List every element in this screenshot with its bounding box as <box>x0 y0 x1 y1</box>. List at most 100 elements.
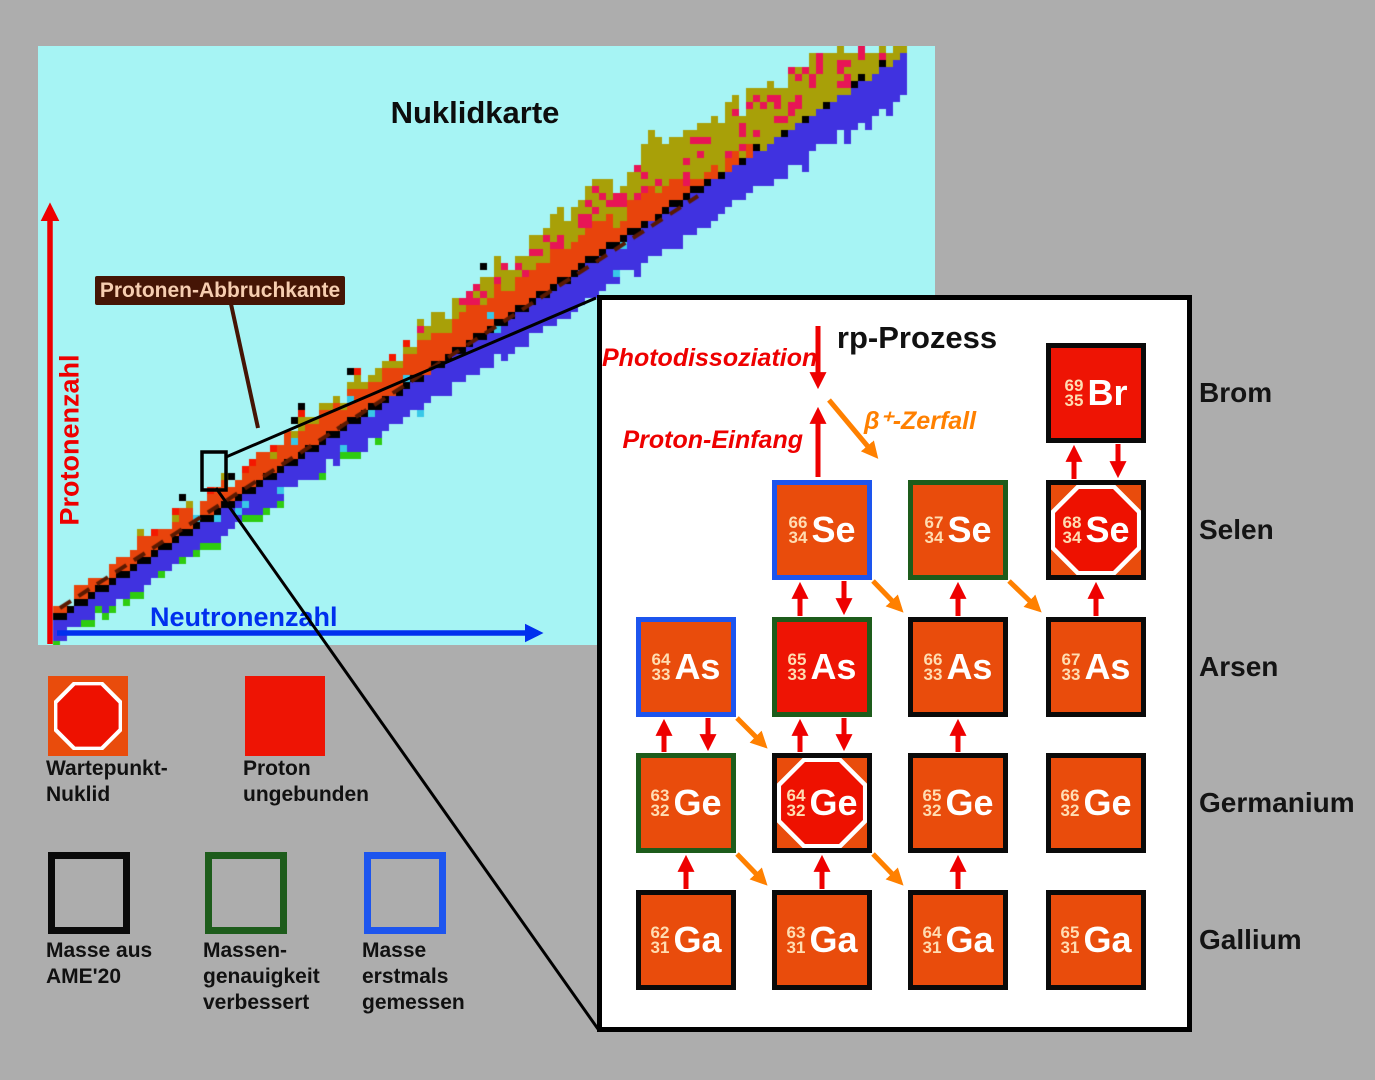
proton-capture-label: Proton-Einfang <box>622 426 803 454</box>
chart-title: Nuklidkarte <box>390 95 560 130</box>
atomic-number: 32 <box>786 801 806 820</box>
atomic-number: 32 <box>922 801 942 820</box>
nuclide-66se: 66 34 Se <box>772 480 872 580</box>
element-symbol: Se <box>811 509 856 550</box>
nuclide-64as: 64 33 As <box>636 617 736 717</box>
nuclide-numbers: 65 33 <box>787 650 807 684</box>
mass-number: 64 <box>651 650 671 669</box>
beta-decay-arrow <box>735 716 768 749</box>
atomic-number: 31 <box>786 938 806 957</box>
nuclide-64ga: 64 31 Ga <box>908 890 1008 990</box>
waiting-point-octagon <box>1051 485 1141 575</box>
mass-number: 64 <box>786 786 806 805</box>
waiting-point-legend-swatch <box>48 676 128 756</box>
mass-ame20-legend-label: Masse aus AME'20 <box>46 939 153 988</box>
nuclide-67as: 67 33 As <box>1046 617 1146 717</box>
nuclide-64ge: 64 32 Ge <box>772 753 872 853</box>
beta-decay-legend-arrow <box>827 398 879 459</box>
nuclide-68se: 68 34 Se <box>1046 480 1146 580</box>
element-label-brom: Brom <box>1199 377 1273 408</box>
beta-decay-label: β⁺-Zerfall <box>864 407 977 435</box>
atomic-number: 34 <box>1062 528 1082 547</box>
photodissociation-label: Photodissoziation <box>602 344 818 372</box>
mass-number: 66 <box>923 650 943 669</box>
atomic-number: 34 <box>924 528 944 547</box>
element-symbol: As <box>674 646 721 687</box>
nuclide-numbers: 68 34 <box>1062 513 1082 547</box>
nuclide-numbers: 65 32 <box>922 786 942 820</box>
nuclide-62ga: 62 31 Ga <box>636 890 736 990</box>
element-symbol: Se <box>1085 509 1130 550</box>
nuclide-66ge: 66 32 Ge <box>1046 753 1146 853</box>
nuclide-numbers: 67 33 <box>1061 650 1081 684</box>
nuclide-numbers: 66 32 <box>1060 786 1080 820</box>
atomic-number: 33 <box>787 665 807 684</box>
proton-axis-label: Protonenzahl <box>54 354 85 526</box>
atomic-number: 33 <box>923 665 943 684</box>
element-symbol: As <box>946 646 993 687</box>
element-symbol: Ga <box>673 919 722 960</box>
mass-number: 62 <box>650 923 670 942</box>
nuclide-numbers: 67 34 <box>924 513 944 547</box>
mass-number: 68 <box>1062 513 1082 532</box>
element-symbol: Ga <box>1083 919 1132 960</box>
neutron-axis-label: Neutronenzahl <box>150 602 338 632</box>
element-symbol: As <box>1084 646 1131 687</box>
mass-number: 67 <box>924 513 944 532</box>
mass-first-measured-legend-label: Masse erstmals gemessen <box>362 939 465 1014</box>
nuclide-67se: 67 34 Se <box>908 480 1008 580</box>
proton-dripline-callout: Protonen-Abbruchkante <box>95 276 345 305</box>
atomic-number: 31 <box>922 938 942 957</box>
nuclide-numbers: 66 34 <box>788 513 808 547</box>
element-label-arsen: Arsen <box>1199 651 1279 682</box>
mass-number: 65 <box>922 786 942 805</box>
nuclide-65ga: 65 31 Ga <box>1046 890 1146 990</box>
mass-number: 63 <box>650 786 670 805</box>
atomic-number: 35 <box>1064 391 1084 410</box>
atomic-number: 34 <box>788 528 808 547</box>
atomic-number: 31 <box>650 938 670 957</box>
nuclide-numbers: 62 31 <box>650 923 670 957</box>
nuclide-numbers: 64 33 <box>651 650 671 684</box>
rp-process-inset: rp-Prozess Photodissoziation Proton-Einf… <box>597 295 1192 1032</box>
element-symbol: Ga <box>945 919 994 960</box>
proton-unbound-legend-swatch <box>245 676 325 756</box>
waiting-point-octagon-icon <box>54 682 122 750</box>
mass-number: 66 <box>788 513 808 532</box>
nuclide-63ga: 63 31 Ga <box>772 890 872 990</box>
element-symbol: Ga <box>809 919 858 960</box>
nuclide-numbers: 64 31 <box>922 923 942 957</box>
element-label-germanium: Germanium <box>1199 787 1355 818</box>
inset-title: rp-Prozess <box>836 320 998 355</box>
proton-unbound-legend-label: Proton ungebunden <box>243 757 369 806</box>
element-symbol: Br <box>1087 372 1128 413</box>
mass-first-measured-legend-swatch <box>364 852 446 934</box>
element-symbol: As <box>810 646 857 687</box>
atomic-number: 31 <box>1060 938 1080 957</box>
waiting-point-legend-label: Wartepunkt- Nuklid <box>46 757 168 806</box>
atomic-number: 32 <box>1060 801 1080 820</box>
nuclide-66as: 66 33 As <box>908 617 1008 717</box>
mass-number: 67 <box>1061 650 1081 669</box>
element-symbol: Ge <box>945 782 994 823</box>
mass-number: 64 <box>922 923 942 942</box>
beta-decay-arrow <box>1007 579 1042 613</box>
mass-number: 66 <box>1060 786 1080 805</box>
mass-improved-legend-label: Massen- genauigkeit verbessert <box>203 939 320 1014</box>
nuclide-numbers: 64 32 <box>786 786 806 820</box>
nuclide-numbers: 65 31 <box>1060 924 1080 957</box>
element-label-selen: Selen <box>1199 514 1274 545</box>
nuclide-numbers: 63 32 <box>650 786 670 820</box>
atomic-number: 32 <box>650 801 670 820</box>
nuclide-numbers: 69 35 <box>1064 377 1084 410</box>
beta-decay-arrow <box>871 579 904 613</box>
mass-number: 63 <box>786 923 806 942</box>
atomic-number: 33 <box>651 665 671 684</box>
reaction-arrows-layer <box>655 326 1127 889</box>
atomic-number: 33 <box>1061 665 1081 684</box>
element-symbol: Se <box>947 509 992 550</box>
mass-number: 65 <box>787 650 807 669</box>
nuclide-63ge: 63 32 Ge <box>636 753 736 853</box>
beta-decay-arrow <box>735 852 768 886</box>
